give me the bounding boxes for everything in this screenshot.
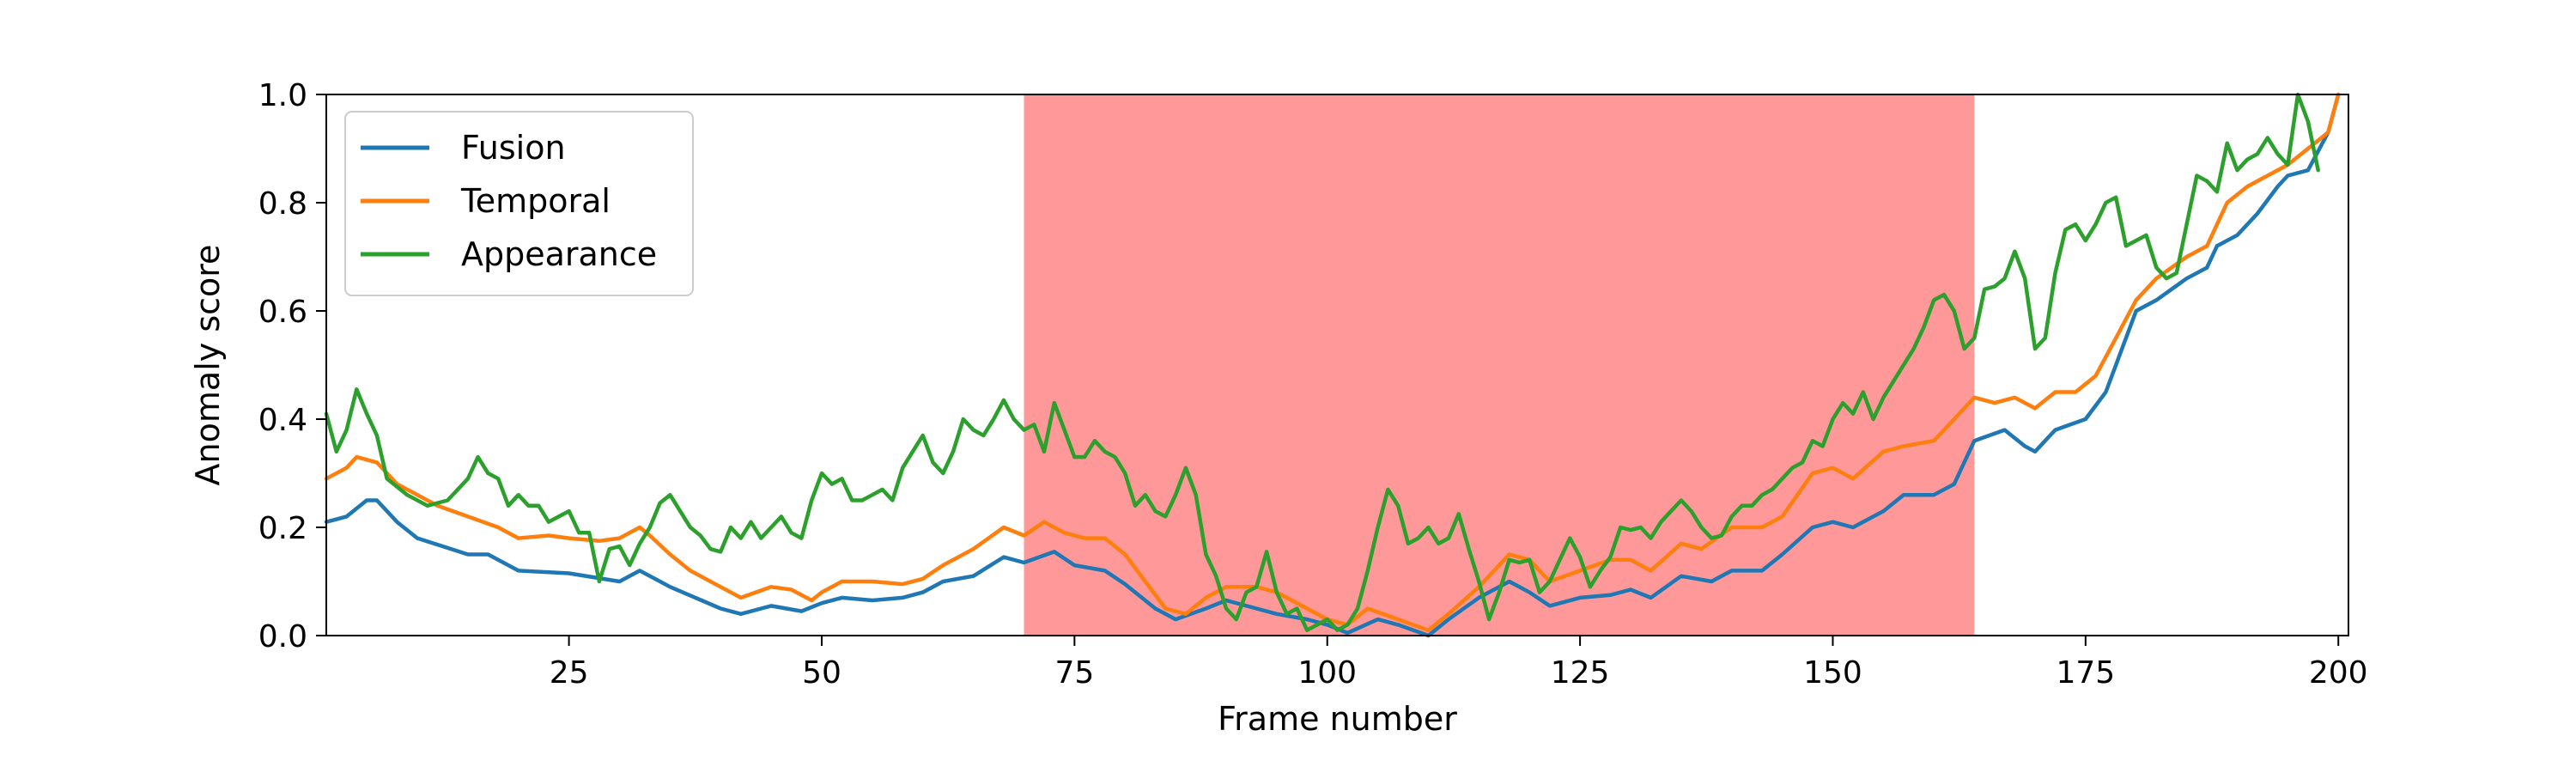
x-tick-label: 200 — [2309, 655, 2368, 691]
x-tick-label: 50 — [802, 655, 841, 691]
y-axis-ticks: 0.0 0.2 0.4 0.6 0.8 1.0 — [258, 78, 326, 654]
x-tick-label: 100 — [1297, 655, 1357, 691]
x-tick-label: 175 — [2056, 655, 2115, 691]
y-tick-label: 0.0 — [258, 619, 307, 654]
y-axis-title: Anomaly score — [189, 245, 227, 486]
x-tick-label: 125 — [1551, 655, 1610, 691]
legend-label-temporal: Temporal — [460, 182, 611, 220]
y-tick-label: 0.4 — [258, 403, 307, 438]
y-tick-label: 1.0 — [258, 78, 307, 113]
anomaly-region — [1024, 94, 1974, 636]
x-axis-title: Frame number — [1218, 700, 1457, 738]
x-tick-label: 75 — [1054, 655, 1094, 691]
x-tick-label: 150 — [1803, 655, 1862, 691]
highlight-region-layer — [1024, 94, 1974, 636]
legend-label-fusion: Fusion — [461, 129, 566, 167]
x-tick-label: 25 — [550, 655, 589, 691]
y-tick-label: 0.8 — [258, 186, 307, 222]
legend-label-appearance: Appearance — [461, 235, 657, 273]
y-tick-label: 0.6 — [258, 295, 307, 330]
legend: Fusion Temporal Appearance — [345, 112, 693, 295]
x-axis-ticks: 25 50 75 100 125 150 175 200 — [550, 636, 2368, 691]
y-tick-label: 0.2 — [258, 511, 307, 546]
